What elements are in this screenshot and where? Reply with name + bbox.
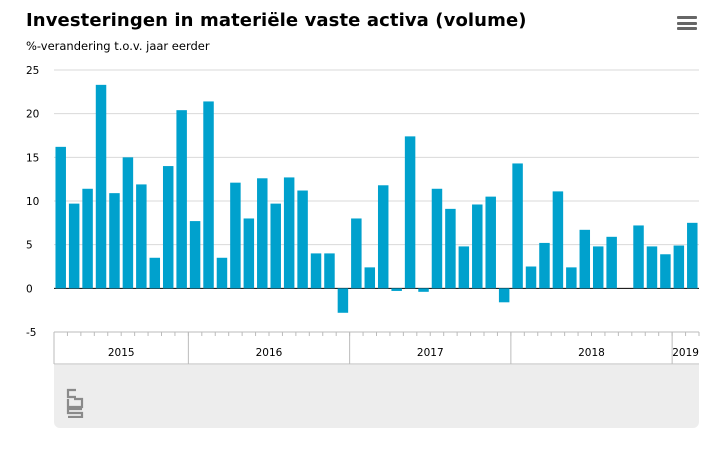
bar[interactable] — [391, 288, 402, 291]
bar[interactable] — [445, 208, 456, 289]
bar[interactable] — [418, 288, 429, 292]
bar[interactable] — [512, 163, 523, 289]
y-tick-label: -5 — [26, 327, 36, 339]
bar[interactable] — [203, 101, 214, 289]
grid-lines — [54, 69, 699, 333]
x-tick-label-year: 2018 — [578, 347, 605, 359]
bar[interactable] — [351, 218, 362, 289]
footer-panel — [54, 365, 699, 428]
bar[interactable] — [216, 257, 228, 289]
bar[interactable] — [82, 188, 93, 289]
bar[interactable] — [458, 246, 470, 289]
bar[interactable] — [566, 267, 577, 289]
x-tick-label-year: 2019 — [672, 347, 699, 359]
bar[interactable] — [498, 288, 510, 303]
chart-title: Investeringen in materiële vaste activa … — [26, 10, 527, 31]
bar[interactable] — [109, 193, 120, 289]
x-tick-labels: 2015 2016 2017 2018 2019 — [108, 347, 699, 359]
bar[interactable] — [95, 84, 107, 289]
y-tick-label: 10 — [26, 196, 39, 208]
bar[interactable] — [646, 246, 658, 289]
bar[interactable] — [539, 242, 550, 289]
bar[interactable] — [283, 177, 295, 289]
bar[interactable] — [162, 166, 174, 289]
bar[interactable] — [673, 245, 685, 289]
bar[interactable] — [310, 253, 322, 289]
bar[interactable] — [55, 146, 66, 289]
x-axis — [53, 331, 700, 365]
bar[interactable] — [525, 266, 537, 289]
y-tick-label: 0 — [26, 283, 33, 295]
bar[interactable] — [68, 203, 80, 289]
y-tick-label: 25 — [26, 65, 39, 77]
menu-icon[interactable] — [677, 16, 697, 34]
bar[interactable] — [122, 157, 134, 289]
bar[interactable] — [257, 178, 268, 289]
bar[interactable] — [297, 190, 308, 289]
y-tick-label: 15 — [26, 152, 39, 164]
chart-subtitle: %-verandering t.o.v. jaar eerder — [26, 39, 210, 53]
bars — [55, 84, 698, 313]
x-tick-label-year: 2016 — [256, 347, 283, 359]
bar[interactable] — [552, 191, 564, 289]
y-tick-labels: 25 20 15 10 5 0 -5 — [26, 65, 39, 339]
bar[interactable] — [606, 236, 617, 289]
bar[interactable] — [189, 221, 201, 289]
bar[interactable] — [377, 185, 389, 289]
bar[interactable] — [660, 254, 671, 289]
bar[interactable] — [230, 182, 241, 289]
x-tick-label-year: 2017 — [417, 347, 444, 359]
bar[interactable] — [687, 222, 698, 289]
y-tick-label: 5 — [26, 240, 33, 252]
bar[interactable] — [324, 253, 335, 289]
bar[interactable] — [149, 257, 161, 289]
y-tick-label: 20 — [26, 109, 39, 121]
bar[interactable] — [243, 218, 255, 289]
bar[interactable] — [337, 288, 349, 313]
bar[interactable] — [579, 229, 591, 289]
bar[interactable] — [485, 196, 496, 289]
bar[interactable] — [633, 225, 644, 289]
bar[interactable] — [431, 188, 443, 289]
bar[interactable] — [364, 267, 376, 289]
bar[interactable] — [404, 136, 416, 289]
cbs-logo-icon — [66, 388, 84, 418]
bar[interactable] — [592, 246, 604, 289]
x-tick-label-year: 2015 — [108, 347, 135, 359]
bar[interactable] — [136, 184, 147, 289]
bar[interactable] — [270, 203, 281, 289]
bar[interactable] — [176, 110, 187, 289]
bar[interactable] — [472, 204, 483, 289]
